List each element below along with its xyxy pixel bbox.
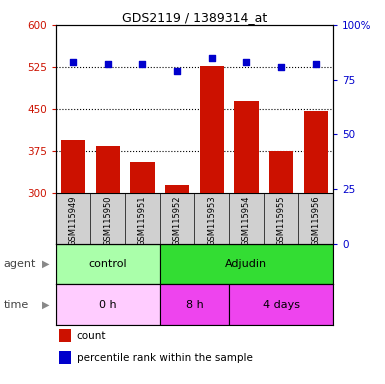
Text: 4 days: 4 days <box>263 300 300 310</box>
Point <box>243 59 249 65</box>
Point <box>139 61 146 68</box>
Point <box>209 55 215 61</box>
Bar <box>56 244 160 284</box>
Bar <box>56 193 333 244</box>
Bar <box>269 151 293 193</box>
Title: GDS2119 / 1389314_at: GDS2119 / 1389314_at <box>122 11 267 24</box>
Bar <box>234 101 259 193</box>
Text: GSM115950: GSM115950 <box>103 196 112 246</box>
Point <box>70 59 76 65</box>
Text: GSM115949: GSM115949 <box>69 196 78 246</box>
Text: GSM115951: GSM115951 <box>138 196 147 246</box>
Text: 0 h: 0 h <box>99 300 117 310</box>
Text: GSM115952: GSM115952 <box>172 196 182 246</box>
Text: GSM115953: GSM115953 <box>207 196 216 247</box>
Text: Adjudin: Adjudin <box>225 259 268 269</box>
Point <box>105 61 111 68</box>
Bar <box>160 244 333 284</box>
Bar <box>160 284 229 325</box>
Text: 8 h: 8 h <box>186 300 203 310</box>
Bar <box>199 66 224 193</box>
Text: count: count <box>77 331 106 341</box>
Bar <box>56 284 160 325</box>
Text: GSM115955: GSM115955 <box>276 196 286 246</box>
Bar <box>95 146 120 193</box>
Point <box>174 68 180 74</box>
Text: control: control <box>89 259 127 269</box>
Text: ▶: ▶ <box>42 300 50 310</box>
Bar <box>303 111 328 193</box>
Bar <box>61 140 85 193</box>
Point <box>313 61 319 68</box>
Text: ▶: ▶ <box>42 259 50 269</box>
Text: agent: agent <box>4 259 36 269</box>
Bar <box>165 185 189 193</box>
Bar <box>59 329 71 343</box>
Bar <box>59 351 71 364</box>
Text: GSM115954: GSM115954 <box>242 196 251 246</box>
Bar <box>130 162 154 193</box>
Text: time: time <box>4 300 29 310</box>
Point <box>278 63 284 70</box>
Text: GSM115956: GSM115956 <box>311 196 320 247</box>
Text: percentile rank within the sample: percentile rank within the sample <box>77 353 253 363</box>
Bar <box>229 284 333 325</box>
